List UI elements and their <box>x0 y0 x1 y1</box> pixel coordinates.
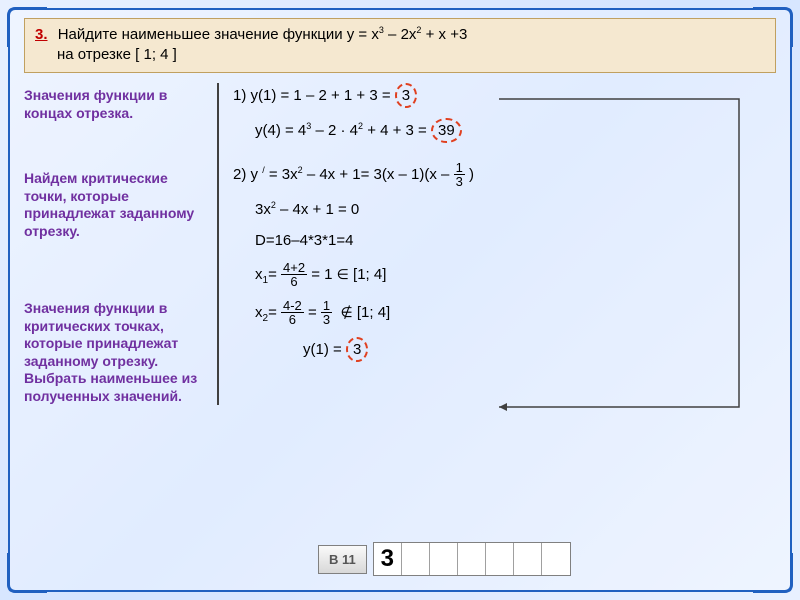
step-x1: x1= 4+26 = 1 ∈ [1; 4] <box>233 261 776 289</box>
step-y1-final: y(1) = 3 <box>233 337 776 362</box>
right-column: 1) y(1) = 1 – 2 + 1 + 3 = 3 y(4) = 43 – … <box>219 83 776 405</box>
answer-cell <box>486 543 514 575</box>
answer-cell <box>458 543 486 575</box>
task-line2: на отрезке [ 1; 4 ] <box>57 46 177 63</box>
step-eq: 3x2 – 4x + 1 = 0 <box>233 199 776 220</box>
frac-x1: 4+26 <box>281 261 307 289</box>
task-mid: – 2x <box>384 26 417 43</box>
task-line1a: Найдите наименьшее значение функции y = … <box>58 26 379 43</box>
step-y4: y(4) = 43 – 2 · 42 + 4 + 3 = 39 <box>233 118 776 143</box>
circled-3b: 3 <box>346 337 368 362</box>
answer-cell <box>514 543 542 575</box>
content: 3. Найдите наименьшее значение функции y… <box>18 18 782 582</box>
circled-3a: 3 <box>395 83 417 108</box>
answer-row: В 11 3 <box>318 542 571 576</box>
frac-x2b: 13 <box>321 299 332 327</box>
answer-cell <box>430 543 458 575</box>
answer-cell <box>542 543 570 575</box>
answer-cell: 3 <box>374 543 402 575</box>
answer-cell <box>402 543 430 575</box>
frac-1-3: 13 <box>454 161 465 189</box>
step-derivative: 2) y / = 3x2 – 4x + 1= 3(x – 1)(x – 13 ) <box>233 161 776 189</box>
note-endpoints: Значения функции в концах отрезка. <box>24 87 209 122</box>
task-number: 3. <box>35 26 48 43</box>
task-box: 3. Найдите наименьшее значение функции y… <box>24 18 776 73</box>
step-x2: x2= 4-26 = 13 ∉ [1; 4] <box>233 299 776 327</box>
frac-x2a: 4-26 <box>281 299 304 327</box>
answer-label: В 11 <box>318 545 367 574</box>
task-tail: + x +3 <box>421 26 467 43</box>
note-values: Значения функции в критических точках, к… <box>24 300 209 405</box>
circled-39: 39 <box>431 118 462 143</box>
note-critical: Найдем критические точки, которые принад… <box>24 170 209 240</box>
left-column: Значения функции в концах отрезка. Найде… <box>24 83 219 405</box>
columns: Значения функции в концах отрезка. Найде… <box>18 83 782 405</box>
answer-boxes: 3 <box>373 542 571 576</box>
step-discriminant: D=16–4*3*1=4 <box>233 230 776 251</box>
step-y1: 1) y(1) = 1 – 2 + 1 + 3 = 3 <box>233 83 776 108</box>
